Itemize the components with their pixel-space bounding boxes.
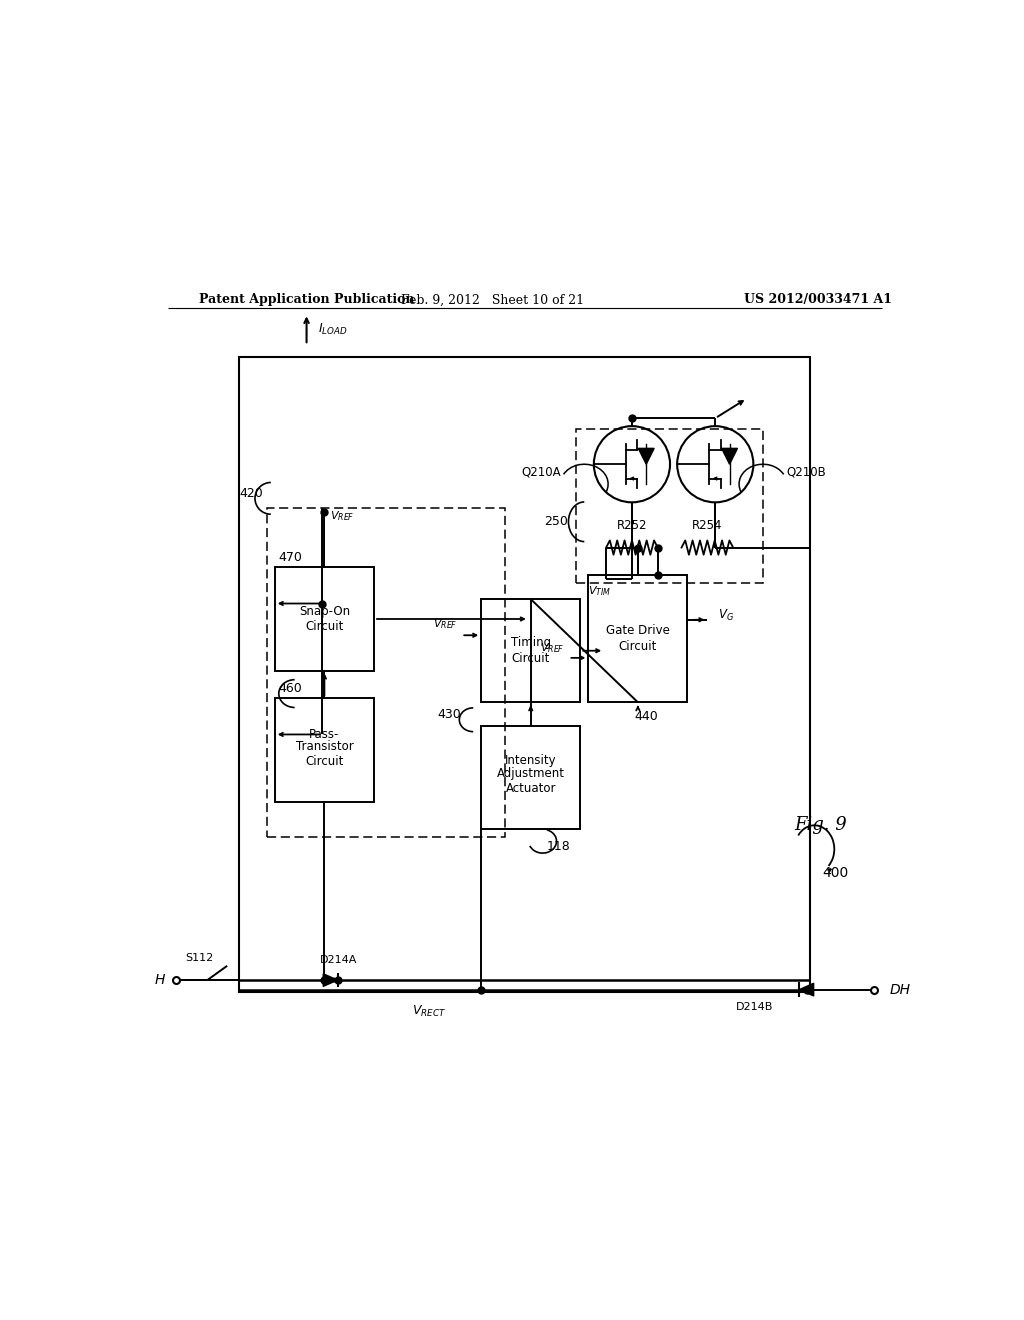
- Bar: [481, 726, 581, 829]
- Text: D214B: D214B: [736, 1002, 773, 1012]
- Text: $V_{TIM}$: $V_{TIM}$: [588, 585, 611, 598]
- Text: $V_{REF}$: $V_{REF}$: [540, 642, 564, 655]
- Text: Circuit: Circuit: [305, 755, 344, 767]
- Text: 460: 460: [279, 682, 302, 696]
- Text: 440: 440: [634, 710, 657, 723]
- Text: $I_{LOAD}$: $I_{LOAD}$: [318, 322, 348, 337]
- Text: H: H: [155, 973, 165, 987]
- Polygon shape: [800, 983, 814, 997]
- Text: US 2012/0033471 A1: US 2012/0033471 A1: [744, 293, 893, 306]
- Text: R252: R252: [616, 519, 647, 532]
- Text: 118: 118: [547, 841, 570, 853]
- Text: $V_{REF}$: $V_{REF}$: [433, 618, 458, 631]
- Polygon shape: [722, 449, 737, 465]
- Text: Intensity: Intensity: [505, 754, 557, 767]
- Text: Circuit: Circuit: [512, 652, 550, 665]
- Text: Transistor: Transistor: [296, 741, 353, 754]
- Text: 470: 470: [279, 552, 303, 565]
- Bar: [588, 576, 687, 702]
- Text: Fig. 9: Fig. 9: [795, 816, 848, 834]
- Text: Q210A: Q210A: [521, 466, 560, 479]
- Polygon shape: [324, 974, 338, 986]
- Text: Circuit: Circuit: [618, 640, 657, 653]
- Text: 250: 250: [545, 515, 568, 528]
- Bar: [240, 358, 811, 991]
- Text: Snap-On: Snap-On: [299, 605, 350, 618]
- Text: R254: R254: [692, 519, 723, 532]
- Bar: [274, 568, 374, 671]
- Text: 420: 420: [240, 487, 263, 500]
- Text: Gate Drive: Gate Drive: [606, 624, 670, 638]
- Text: S112: S112: [185, 953, 214, 962]
- Text: 400: 400: [822, 866, 849, 880]
- Text: Timing: Timing: [511, 636, 551, 649]
- Text: D214A: D214A: [319, 956, 357, 965]
- Text: Actuator: Actuator: [506, 781, 556, 795]
- Text: Pass-: Pass-: [309, 727, 340, 741]
- Text: Feb. 9, 2012   Sheet 10 of 21: Feb. 9, 2012 Sheet 10 of 21: [401, 293, 585, 306]
- Bar: [274, 698, 374, 801]
- Text: $V_G$: $V_G$: [718, 609, 733, 623]
- Text: Circuit: Circuit: [305, 620, 344, 634]
- Text: Patent Application Publication: Patent Application Publication: [200, 293, 415, 306]
- Bar: [267, 508, 505, 837]
- Bar: [577, 429, 763, 583]
- Text: $V_{REF}$: $V_{REF}$: [331, 510, 355, 523]
- Text: Adjustment: Adjustment: [497, 767, 565, 780]
- Text: $V_{RECT}$: $V_{RECT}$: [413, 1005, 446, 1019]
- Text: DH: DH: [890, 982, 911, 997]
- Text: 430: 430: [437, 708, 461, 721]
- Polygon shape: [638, 449, 654, 465]
- Bar: [481, 599, 581, 702]
- Text: Q210B: Q210B: [786, 466, 826, 479]
